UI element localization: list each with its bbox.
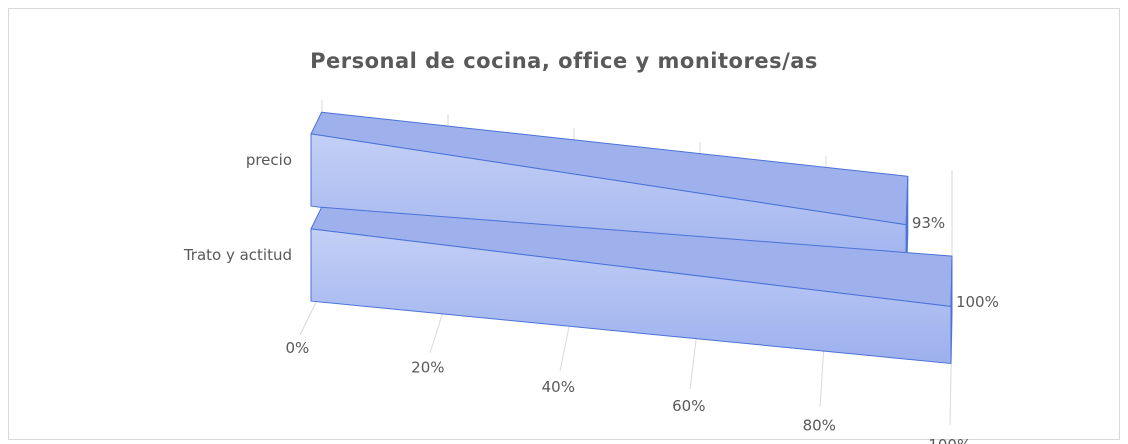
x-tick-label: 100%: [928, 436, 971, 444]
value-label: 100%: [956, 293, 999, 311]
x-tick-label: 20%: [411, 358, 444, 376]
x-tick-label: 60%: [672, 397, 705, 415]
y-tick-label: Trato y actitud: [183, 246, 292, 264]
y-tick-label: precio: [246, 151, 292, 169]
bar: [310, 206, 953, 365]
chart-title: Personal de cocina, office y monitores/a…: [310, 49, 818, 73]
x-tick-label: 40%: [542, 378, 575, 396]
bar-end: [950, 256, 953, 364]
x-tick-label: 0%: [285, 339, 309, 357]
x-tick-label: 80%: [803, 417, 836, 435]
value-label: 93%: [912, 214, 945, 232]
